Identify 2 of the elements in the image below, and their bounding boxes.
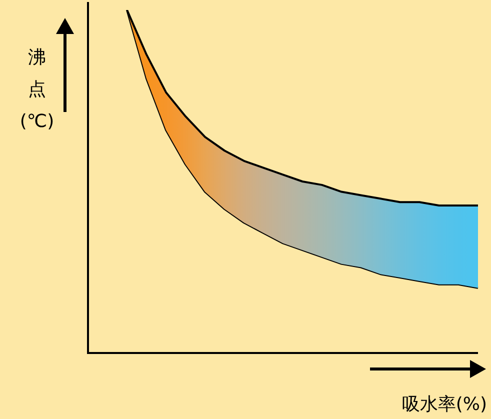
- y-axis-title: 沸点(℃): [18, 46, 56, 134]
- x-axis-title: 吸水率(%): [402, 393, 487, 416]
